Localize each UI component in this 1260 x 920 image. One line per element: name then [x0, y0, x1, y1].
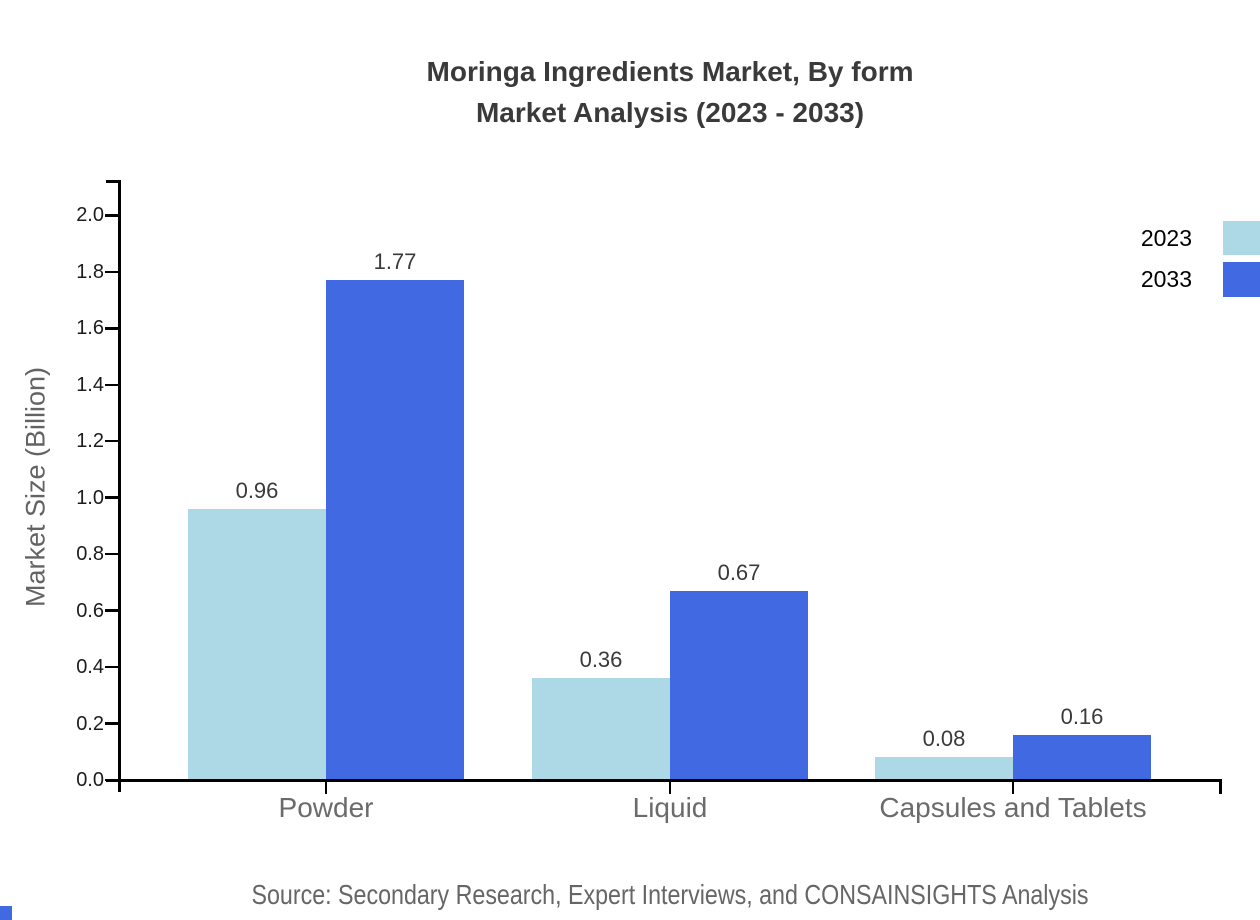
- y-tick: [105, 552, 118, 556]
- y-tick-label: 1.4: [76, 373, 104, 396]
- y-tick-label: 0.0: [76, 769, 104, 791]
- bar-value-label: 0.36: [579, 647, 623, 673]
- legend-swatch-2033: [1223, 262, 1260, 297]
- y-tick-label: 1.2: [76, 430, 104, 453]
- y-tick: [105, 214, 118, 217]
- bar-2033-capsules-and-tablets: [1013, 734, 1151, 780]
- bar-2023-capsules-and-tablets: [875, 757, 1013, 780]
- bar-value-label: 0.67: [717, 559, 761, 585]
- chart-title-line2: Market Analysis (2023 - 2033): [475, 97, 865, 128]
- y-tick-label: 0.8: [76, 543, 104, 566]
- chart-title: Moringa Ingredients Market, By form Mark…: [80, 51, 1260, 133]
- bar-2033-powder: [326, 280, 464, 780]
- legend-label-2033: 2033: [1140, 266, 1192, 292]
- bar-value-label: 1.77: [373, 249, 417, 275]
- y-tick: [105, 270, 118, 274]
- x-axis-end-cap: [1218, 779, 1222, 794]
- y-tick: [105, 665, 118, 669]
- x-tick-label: Powder: [278, 792, 374, 823]
- y-tick-label: 2.0: [76, 204, 104, 227]
- y-tick-label: 1.6: [76, 317, 104, 340]
- bar-2023-liquid: [532, 678, 670, 780]
- y-tick: [105, 383, 118, 387]
- source-note: Source: Secondary Research, Expert Inter…: [251, 879, 1089, 910]
- y-tick: [105, 327, 118, 330]
- y-tick: [105, 609, 118, 612]
- chart-title-line1: Moringa Ingredients Market, By form: [426, 56, 914, 87]
- y-axis-end-cap: [106, 180, 121, 183]
- bar-2033-liquid: [670, 590, 808, 780]
- legend-label-2023: 2023: [1140, 225, 1192, 251]
- y-tick-label: 0.6: [76, 599, 104, 622]
- y-tick: [105, 778, 118, 782]
- x-tick-label: Capsules and Tablets: [879, 792, 1147, 823]
- x-tick: [1011, 782, 1015, 794]
- x-tick-label: Liquid: [632, 792, 708, 823]
- bar-2023-powder: [188, 508, 326, 780]
- y-tick: [105, 722, 118, 725]
- y-tick-label: 0.2: [76, 712, 104, 735]
- y-tick-label: 1.8: [76, 260, 104, 283]
- x-axis-line: [106, 779, 1221, 782]
- x-tick: [324, 782, 328, 794]
- x-tick: [668, 782, 672, 794]
- legend-swatch-2023: [1223, 221, 1260, 255]
- y-tick: [105, 439, 118, 443]
- bar-value-label: 0.08: [922, 726, 966, 752]
- bottom-left-blue-mark: [0, 906, 12, 920]
- y-tick-label: 1.0: [76, 486, 104, 509]
- y-axis-line: [117, 180, 121, 792]
- bar-value-label: 0.16: [1060, 703, 1104, 729]
- y-tick-label: 0.4: [76, 656, 104, 679]
- y-tick: [105, 496, 118, 499]
- bar-value-label: 0.96: [235, 477, 279, 503]
